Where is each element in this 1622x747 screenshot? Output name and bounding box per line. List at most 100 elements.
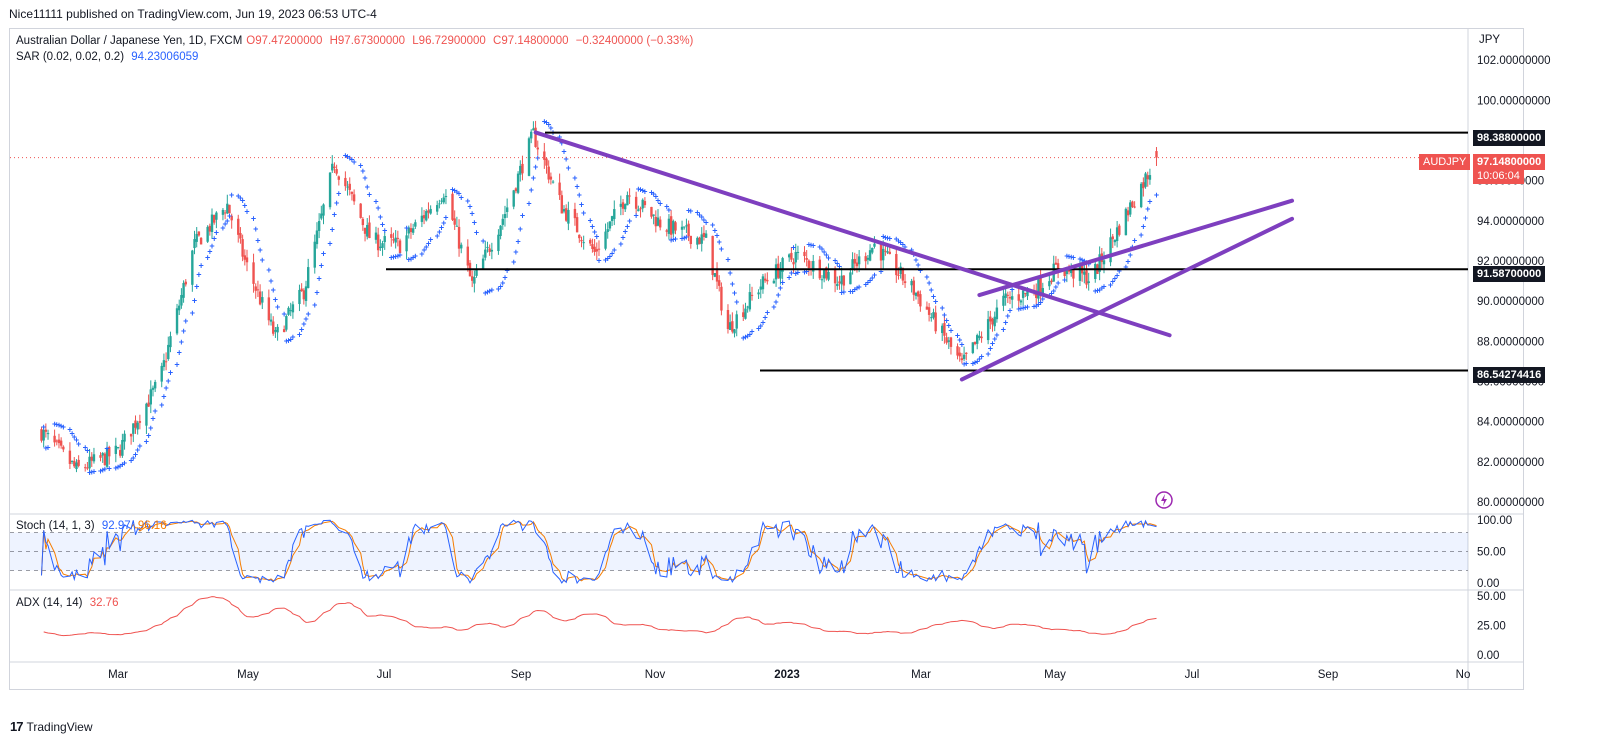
- candle-body: [991, 318, 994, 325]
- sar-dot: +: [609, 249, 614, 259]
- candle-body: [333, 166, 336, 169]
- candle-body: [980, 336, 983, 339]
- candle-body: [84, 467, 87, 469]
- sar-dot: +: [1101, 282, 1106, 292]
- sar-dot: +: [467, 202, 472, 212]
- candle-body: [282, 329, 286, 333]
- candle-body: [971, 342, 975, 353]
- candle-body: [274, 330, 277, 332]
- sar-dot: +: [1123, 262, 1128, 272]
- candle-body: [383, 236, 386, 243]
- candle-body: [121, 439, 124, 456]
- sar-dot: +: [572, 173, 577, 183]
- candle-body: [151, 387, 155, 390]
- sar-dot: +: [730, 279, 735, 289]
- candle-body: [930, 317, 933, 319]
- sar-dot: +: [1023, 303, 1028, 313]
- sar-dot: +: [404, 223, 409, 233]
- sar-dot: +: [972, 357, 977, 367]
- sar-dot: +: [607, 251, 612, 261]
- sar-dot: +: [1069, 252, 1074, 262]
- sar-dot: +: [623, 227, 628, 237]
- sar-dot: +: [826, 253, 831, 263]
- candle-body: [1113, 239, 1117, 243]
- sar-dot: +: [1110, 277, 1115, 287]
- candle-body: [582, 242, 585, 244]
- candle-body: [289, 310, 292, 312]
- sar-dot: +: [870, 273, 875, 283]
- candle-body: [916, 291, 920, 297]
- candle-body: [551, 181, 555, 183]
- candle-body: [934, 312, 937, 332]
- sar-dot: +: [319, 261, 324, 271]
- candle-body: [634, 196, 638, 209]
- sar-dot: +: [236, 191, 241, 201]
- sar-dot: +: [592, 227, 597, 237]
- candle-body: [444, 195, 448, 198]
- sar-dot: +: [771, 302, 776, 312]
- y-tick-label: 90.00000000: [1477, 296, 1544, 308]
- candle-body: [757, 292, 760, 295]
- footer-brand[interactable]: 17 TradingView: [10, 719, 93, 734]
- sar-dot: +: [955, 330, 960, 340]
- sar-dot: +: [988, 344, 993, 354]
- chart-frame: [9, 28, 1524, 690]
- candle-body: [941, 325, 944, 334]
- sar-dot: +: [885, 233, 890, 243]
- sar-dot: +: [977, 354, 982, 364]
- sar-dot: +: [159, 400, 164, 410]
- sar-dot: +: [424, 242, 429, 252]
- candle-body: [746, 306, 749, 308]
- sar-dot: +: [990, 338, 995, 348]
- sar-dot: +: [603, 255, 608, 265]
- sar-dot: +: [104, 443, 109, 453]
- candle-body: [685, 225, 688, 227]
- sar-dot: +: [306, 309, 311, 319]
- candle-body: [1129, 202, 1132, 215]
- sar-dot: +: [1097, 285, 1102, 295]
- candle-body: [1019, 300, 1023, 303]
- candle-body: [978, 335, 981, 338]
- candle-body: [153, 381, 157, 389]
- candle-body: [40, 429, 43, 441]
- sar-dot: +: [480, 236, 485, 246]
- candle-body: [833, 269, 837, 284]
- candle-body: [317, 220, 321, 231]
- candle-body: [197, 231, 201, 236]
- candle-body: [1118, 225, 1121, 235]
- sar-dot: +: [349, 154, 354, 164]
- adx-line: [43, 596, 1157, 637]
- candle-body: [728, 322, 732, 330]
- sar-dot: +: [1145, 204, 1150, 214]
- candle-body: [925, 306, 929, 310]
- candle-body: [114, 445, 118, 454]
- sar-dot: +: [760, 317, 765, 327]
- sar-dot: +: [336, 188, 341, 198]
- sar-dot: +: [542, 116, 547, 126]
- candle-body: [138, 421, 142, 423]
- sar-dot: +: [1125, 256, 1130, 266]
- symbol-tag: AUDJPY: [1419, 154, 1471, 170]
- candle-body: [549, 176, 553, 180]
- sar-dot: +: [1040, 294, 1045, 304]
- candle-body: [759, 286, 762, 290]
- candle-body: [390, 234, 393, 238]
- candle-body: [787, 254, 791, 258]
- candle-body: [86, 467, 89, 469]
- sar-dot: +: [931, 291, 936, 301]
- sar-dot: +: [1108, 280, 1113, 290]
- candle-body: [1133, 206, 1136, 208]
- sar-dot: +: [1034, 301, 1039, 311]
- candle-body: [628, 195, 631, 197]
- candle-body: [223, 212, 227, 214]
- sar-dot: +: [496, 284, 501, 294]
- candle-body: [88, 456, 91, 469]
- sar-dot: +: [1147, 196, 1152, 206]
- candle-body: [499, 225, 502, 236]
- sar-dot: +: [854, 283, 859, 293]
- sar-label: SAR (0.02, 0.02, 0.2): [16, 51, 125, 63]
- candle-body: [331, 163, 334, 171]
- replay-icon: [1155, 491, 1173, 509]
- candle-body: [868, 250, 872, 261]
